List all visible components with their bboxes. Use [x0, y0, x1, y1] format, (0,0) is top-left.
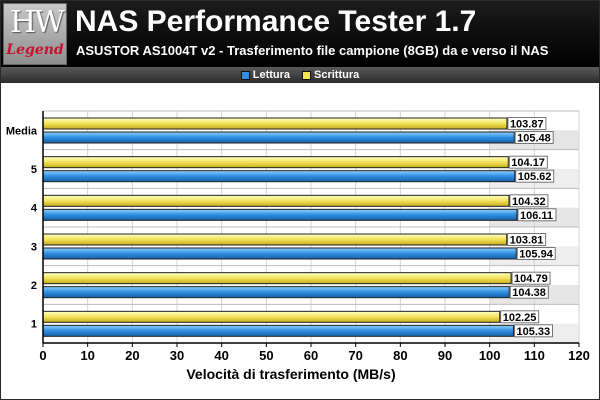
x-tick-label: 40: [214, 348, 228, 363]
logo-word: Legend: [6, 42, 64, 58]
x-tick-label: 0: [39, 348, 46, 363]
category-label: 3: [31, 241, 37, 253]
x-tick-label: 60: [304, 348, 318, 363]
data-label-box-write: [507, 233, 547, 246]
data-label-write: 103.87: [510, 119, 544, 131]
data-label-write: 103.81: [510, 235, 544, 247]
bar-read: [42, 324, 514, 337]
category-label: 2: [31, 280, 37, 292]
chart-subtitle: ASUSTOR AS1004T v2 - Trasferimento file …: [76, 43, 549, 58]
data-label-box-read: [514, 324, 553, 338]
data-label-read: 105.94: [519, 249, 554, 261]
x-tick-label: 90: [438, 348, 452, 363]
data-label-box-write: [508, 155, 548, 169]
x-tick-label: 20: [125, 348, 139, 363]
x-tick-label: 80: [393, 348, 407, 363]
chart-header: HW Legend NAS Performance Tester 1.7 ASU…: [1, 1, 599, 67]
category-label: 1: [31, 319, 37, 331]
data-label-read: 104.38: [512, 287, 546, 299]
x-axis-label: Velocità di trasferimento (MB/s): [186, 366, 395, 382]
data-label-box-read: [509, 285, 549, 299]
data-label-write: 102.25: [503, 312, 537, 324]
legend-item-write: Scrittura: [302, 69, 359, 81]
bar-read: [42, 247, 517, 260]
category-label: 5: [31, 164, 37, 176]
legend-swatch-write: [302, 70, 312, 80]
legend-item-read: Lettura: [240, 69, 291, 81]
data-label-read: 105.48: [517, 133, 551, 145]
data-label-write: 104.17: [511, 157, 545, 169]
chart-legend: Lettura Scrittura: [1, 67, 599, 83]
category-label: Media: [6, 125, 38, 137]
bar-write: [42, 272, 512, 285]
bar-write: [42, 156, 509, 169]
data-label-read: 106.11: [520, 210, 553, 222]
data-label-box-read: [516, 247, 556, 260]
bar-chart: 103.87 105.48 Media 104.17 105.62 5 104.32 106.…: [6, 110, 590, 382]
category-label: 4: [31, 203, 38, 215]
bar-read: [42, 208, 518, 221]
data-label-box-write: [507, 117, 547, 130]
bar-write: [42, 117, 508, 130]
data-label-box-read: [517, 208, 557, 222]
x-tick-label: 110: [524, 348, 545, 363]
data-label-read: 105.33: [516, 326, 550, 338]
bar-read: [42, 170, 516, 183]
legend-label-write: Scrittura: [314, 69, 360, 81]
chart-title: NAS Performance Tester 1.7: [75, 5, 477, 38]
bar-write: [42, 194, 510, 207]
x-tick-label: 70: [348, 348, 362, 363]
bar-read: [42, 131, 515, 144]
x-tick-label: 120: [568, 348, 590, 363]
data-label-box-read: [514, 131, 554, 144]
logo-mark: HW: [10, 5, 65, 40]
bar-write: [42, 233, 508, 246]
hwlegend-logo: HW Legend: [3, 3, 67, 65]
x-tick-label: 100: [479, 348, 501, 363]
x-tick-label: 30: [170, 348, 184, 363]
bar-read: [42, 286, 510, 299]
data-label-box-write: [509, 194, 549, 208]
legend-swatch-read: [240, 70, 250, 80]
data-label-read: 105.62: [518, 171, 552, 183]
plot-area: 103.87 105.48 Media 104.17 105.62 5 104.32 106.…: [6, 110, 590, 382]
x-tick-label: 10: [80, 348, 94, 363]
data-label-box-write: [511, 271, 551, 285]
data-label-write: 104.79: [514, 273, 548, 285]
legend-label-read: Lettura: [252, 69, 291, 81]
data-label-write: 104.32: [512, 196, 546, 208]
data-label-box-read: [515, 169, 555, 183]
x-tick-label: 50: [259, 348, 273, 363]
bar-write: [42, 310, 501, 323]
data-label-box-write: [500, 310, 540, 324]
